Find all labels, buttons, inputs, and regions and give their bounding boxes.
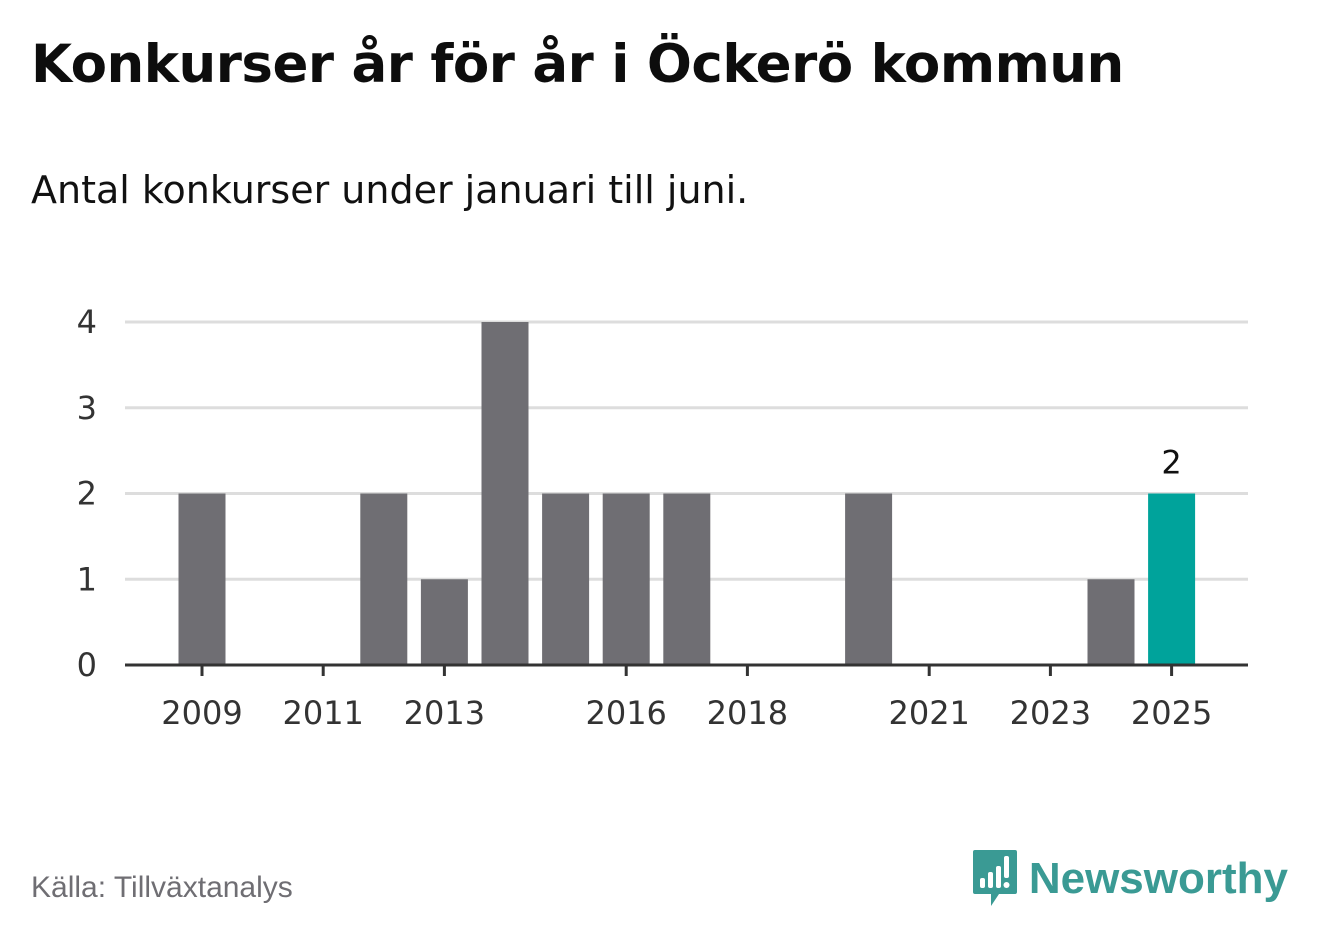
x-tick-label: 2025	[1131, 694, 1212, 732]
x-tick-label: 2011	[282, 694, 363, 732]
x-tick-label: 2021	[888, 694, 969, 732]
bar-2017	[663, 493, 711, 665]
x-axis	[125, 663, 1248, 676]
bar-2012	[360, 493, 408, 665]
x-tick-label: 2018	[707, 694, 788, 732]
brand: Newsworthy	[971, 848, 1288, 910]
y-tick-label: 2	[77, 475, 97, 513]
y-tick-label: 1	[77, 560, 97, 598]
y-tick-label: 3	[77, 389, 97, 427]
x-tick-label: 2013	[404, 694, 485, 732]
bar-2025	[1148, 493, 1196, 665]
bar-2014	[481, 322, 529, 665]
x-tick-label: 2023	[1010, 694, 1091, 732]
newsworthy-logo-icon	[972, 850, 1017, 906]
source-note: Källa: Tillväxtanalys	[31, 871, 293, 904]
bar-2013	[420, 579, 468, 665]
bar-2020	[845, 493, 893, 665]
brand-name: Newsworthy	[1028, 854, 1288, 903]
bars	[178, 322, 1196, 665]
bar-2024	[1087, 579, 1135, 665]
x-tick-label: 2016	[585, 694, 666, 732]
y-tick-label: 4	[77, 303, 97, 341]
x-tick-label: 2009	[161, 694, 242, 732]
chart-title: Konkurser år för år i Öckerö kommun	[31, 34, 1124, 95]
bar-2009	[178, 493, 226, 665]
tick-labels: 0 1 2 3 4 2009 2011 2013 2016 2018 2021 2023 2025 2	[77, 303, 1213, 732]
chart-subtitle: Antal konkurser under januari till juni.	[31, 168, 749, 212]
bar-chart: 0 1 2 3 4 2009 2011 2013 2016 2018 2021 2023 2025 2	[77, 303, 1248, 732]
data-label-2025: 2	[1161, 444, 1181, 482]
y-tick-label: 0	[77, 646, 97, 684]
bar-2016	[602, 493, 650, 665]
bar-2015	[542, 493, 590, 665]
